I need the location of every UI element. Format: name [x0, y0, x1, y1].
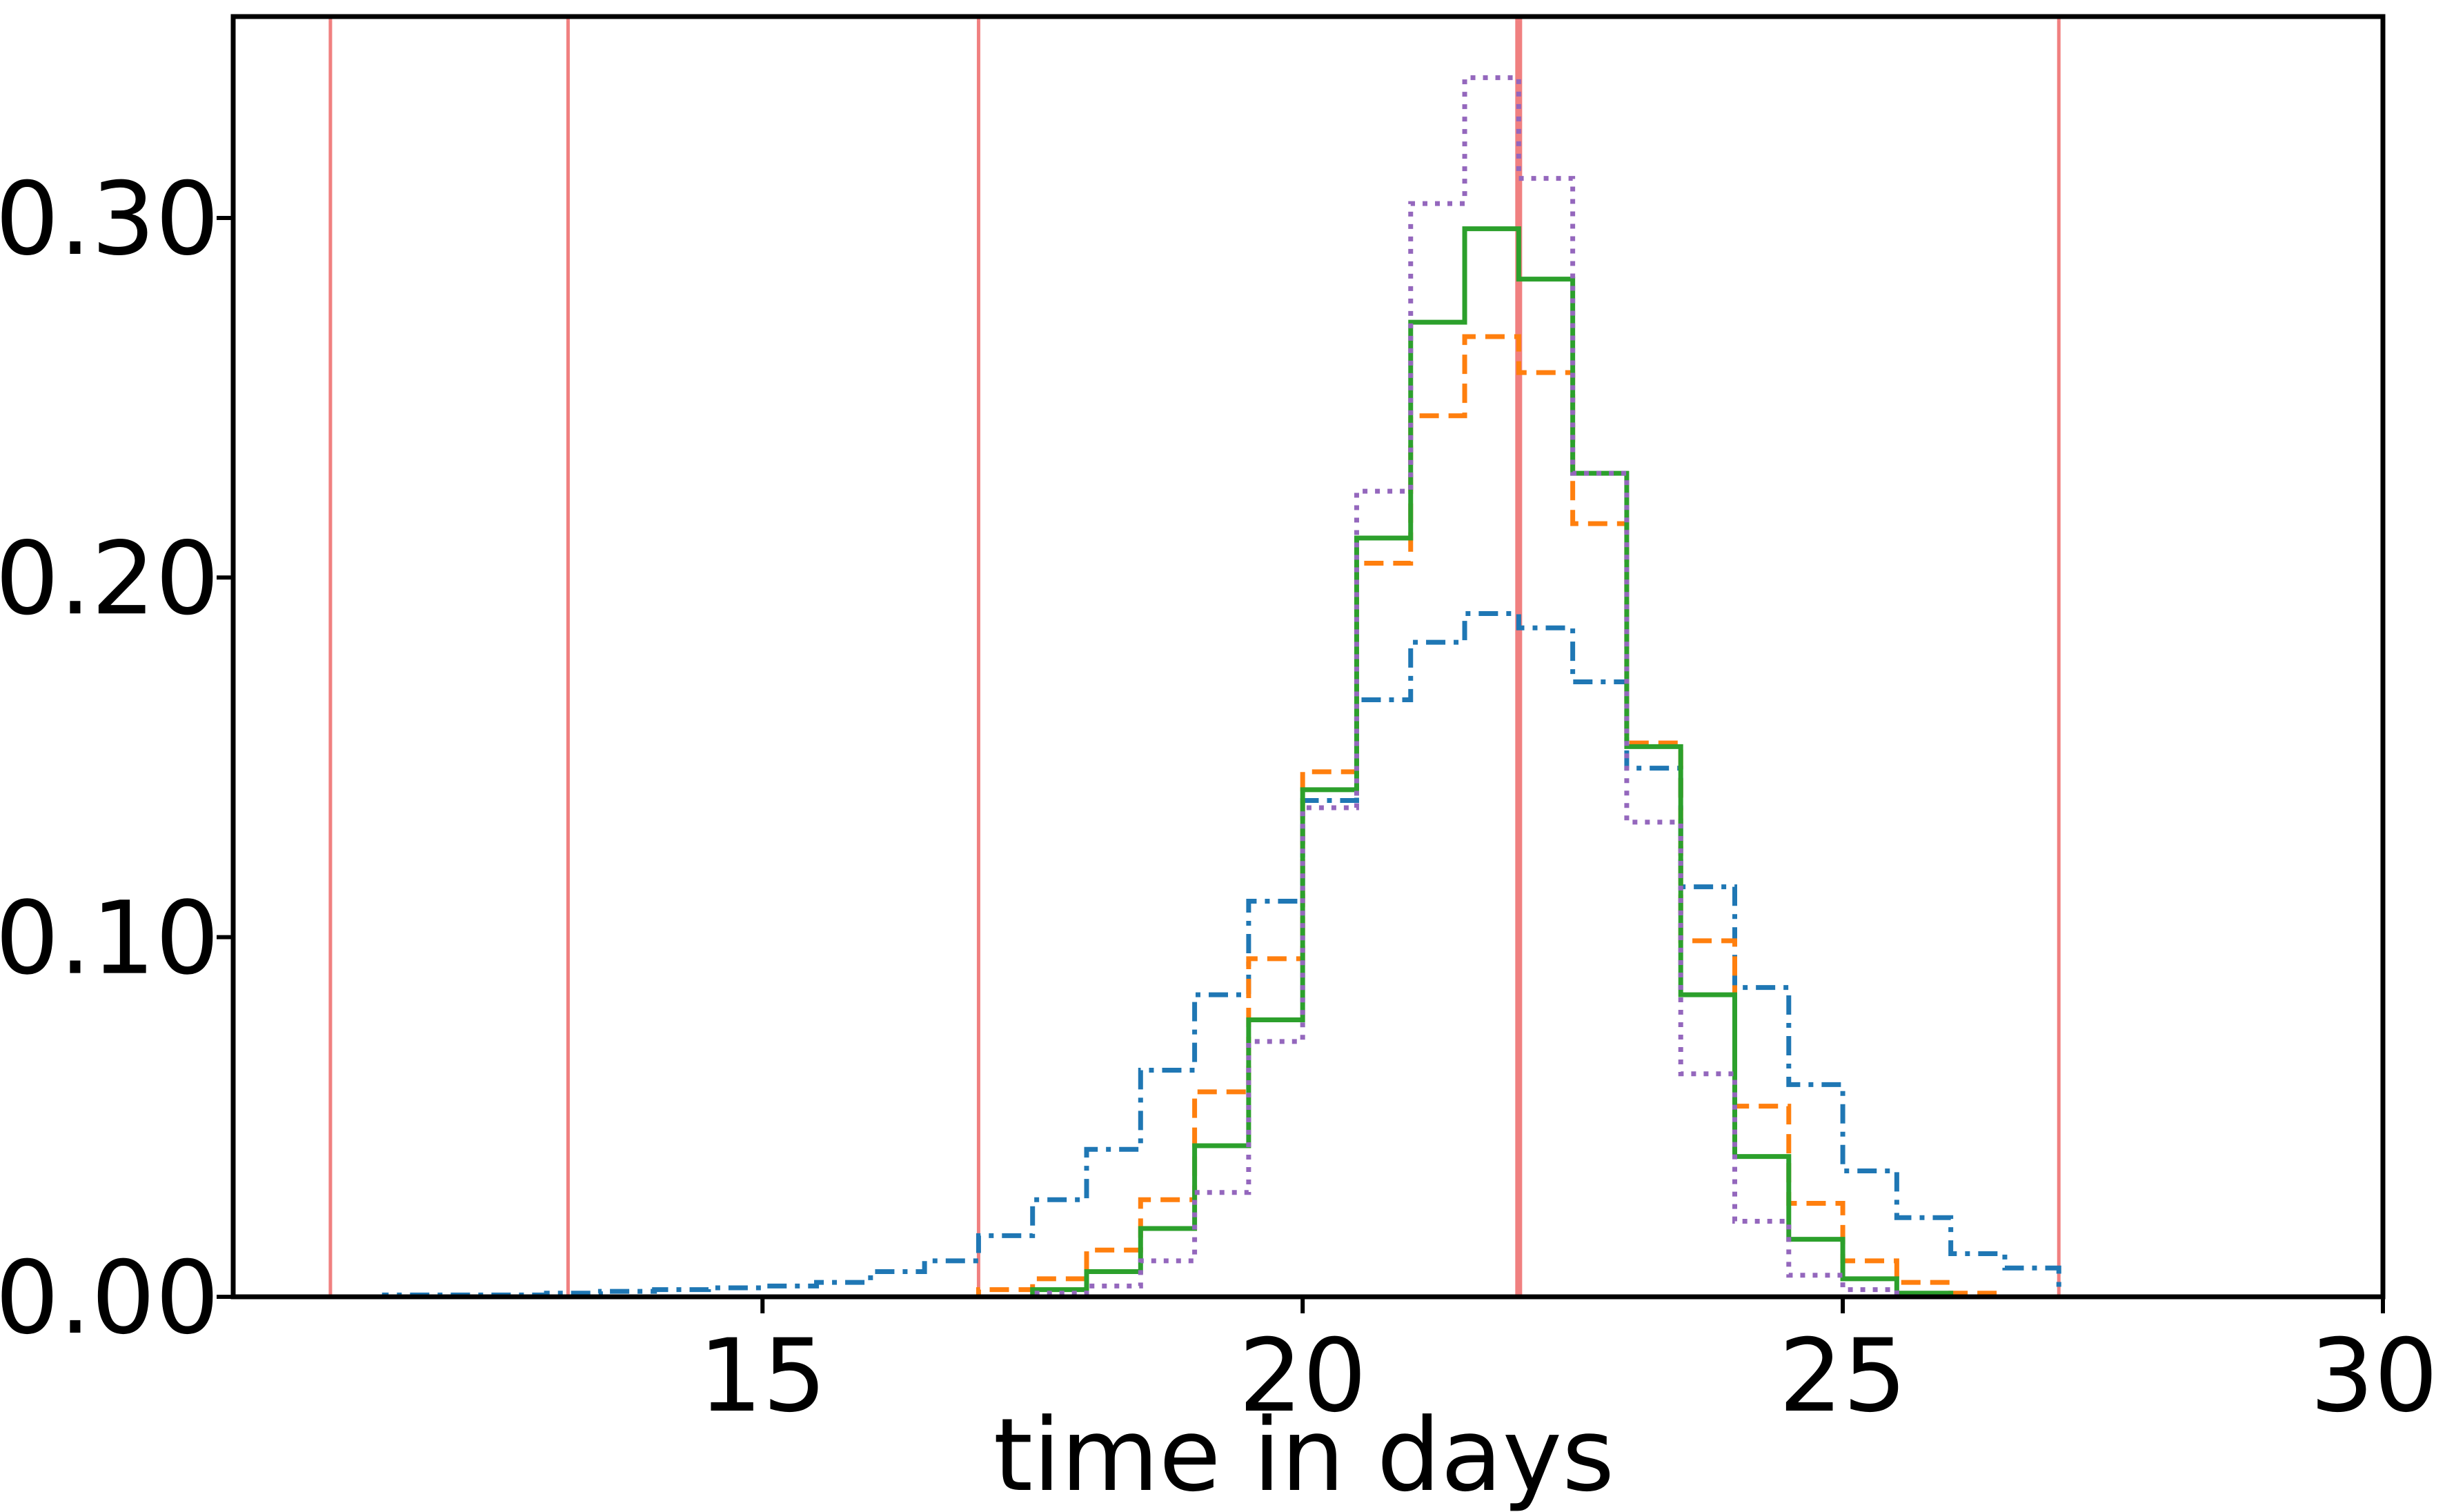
histogram-series-4-dotted	[330, 75, 2059, 1300]
x-tick-label: 15	[698, 1317, 826, 1435]
y-tick-label: 0.30	[0, 161, 219, 278]
plot-frame	[230, 14, 2386, 1300]
x-axis-title: time in days	[993, 1397, 1614, 1512]
histogram-series	[330, 75, 2061, 1300]
y-tick-label: 0.20	[0, 520, 219, 637]
y-axis: 0.00 0.10 0.20 0.30	[0, 161, 233, 1357]
histogram-series-1-dashdot	[330, 610, 2061, 1300]
x-tick-label: 20	[1238, 1317, 1367, 1435]
y-tick-label: 0.10	[0, 880, 219, 997]
x-tick-label: 25	[1779, 1317, 1907, 1435]
x-axis: 15 20 25 30	[698, 1297, 2438, 1435]
x-tick-label: 30	[2310, 1317, 2438, 1435]
y-tick-label: 0.00	[0, 1240, 219, 1357]
